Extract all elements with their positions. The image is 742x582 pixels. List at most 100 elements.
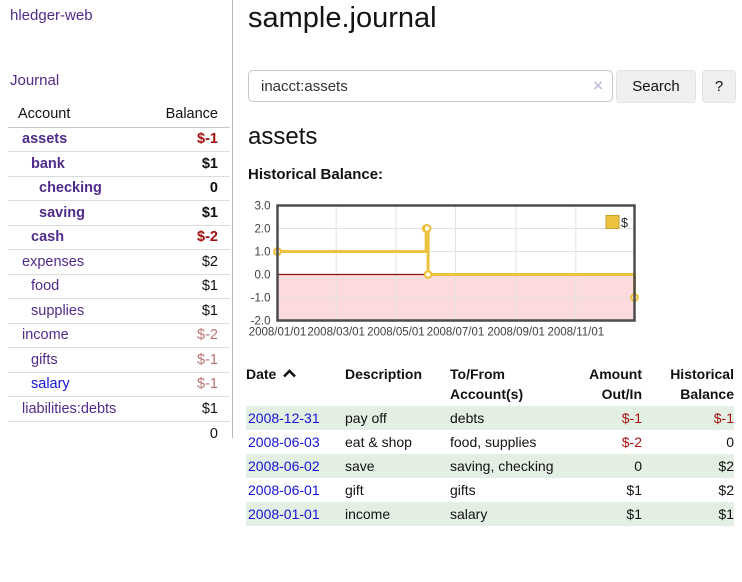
account-row-salary: salary $-1 bbox=[8, 372, 230, 397]
transaction-date-link[interactable]: 2008-06-01 bbox=[248, 482, 320, 498]
transaction-accounts: debts bbox=[450, 410, 485, 426]
account-link-gifts[interactable]: gifts bbox=[31, 351, 58, 368]
y-axis-tick-label: -2.0 bbox=[251, 316, 271, 328]
account-row-bank: bank $1 bbox=[8, 151, 230, 177]
accounts-column-balance: Balance bbox=[147, 101, 230, 128]
x-axis-tick-label: 2008/01/01 bbox=[249, 327, 307, 339]
accounts-table: Account Balance assets $-1 bank $1 check… bbox=[8, 101, 230, 446]
account-row-gifts: gifts $-1 bbox=[8, 347, 230, 373]
page-title: sample.journal bbox=[248, 2, 437, 34]
account-link-checking[interactable]: checking bbox=[39, 180, 102, 197]
transaction-amount: $-2 bbox=[621, 434, 642, 450]
transaction-balance: $2 bbox=[718, 458, 734, 474]
x-axis-tick-label: 2008/05/01 bbox=[367, 327, 425, 339]
register-row: 2008-06-02 save saving, checking 0 $2 bbox=[246, 454, 734, 478]
transaction-description: eat & shop bbox=[345, 434, 412, 450]
account-row-checking: checking 0 bbox=[8, 176, 230, 201]
account-link-bank[interactable]: bank bbox=[31, 155, 65, 172]
account-balance: $1 bbox=[147, 200, 230, 226]
account-row-expenses: expenses $2 bbox=[8, 249, 230, 275]
transaction-date-link[interactable]: 2008-01-01 bbox=[248, 506, 320, 522]
transaction-amount: $1 bbox=[626, 482, 642, 498]
account-balance: $-1 bbox=[147, 347, 230, 373]
register-column-balance: Historical Balance bbox=[670, 366, 734, 402]
account-link-saving[interactable]: saving bbox=[39, 204, 85, 221]
transaction-description: save bbox=[345, 458, 375, 474]
account-balance: $-2 bbox=[147, 323, 230, 348]
transaction-balance: $2 bbox=[718, 482, 734, 498]
y-axis-tick-label: -1.0 bbox=[251, 293, 271, 305]
account-row-food: food $1 bbox=[8, 274, 230, 299]
transaction-description: gift bbox=[345, 482, 364, 498]
register-row: 2008-01-01 income salary $1 $1 bbox=[246, 502, 734, 526]
account-row-liabilities-debts: liabilities:debts $1 bbox=[8, 396, 230, 422]
y-axis-tick-label: 3.0 bbox=[255, 201, 271, 213]
main-content: sample.journal × Search ? assets Histori… bbox=[246, 0, 742, 582]
account-balance: $-1 bbox=[147, 127, 230, 152]
account-balance: $-1 bbox=[147, 372, 230, 397]
account-balance: $1 bbox=[147, 274, 230, 299]
account-row-cash: cash $-2 bbox=[8, 225, 230, 250]
account-balance: 0 bbox=[147, 176, 230, 201]
help-button[interactable]: ? bbox=[702, 70, 736, 103]
register-row: 2008-06-01 gift gifts $1 $2 bbox=[246, 478, 734, 502]
account-link-supplies[interactable]: supplies bbox=[31, 302, 85, 319]
transaction-amount: 0 bbox=[634, 458, 642, 474]
register-column-description: Description bbox=[345, 366, 423, 382]
search-input[interactable] bbox=[248, 70, 613, 102]
transaction-balance: $1 bbox=[718, 506, 734, 522]
y-axis-tick-label: 1.0 bbox=[255, 247, 271, 259]
transaction-date-link[interactable]: 2008-12-31 bbox=[248, 410, 320, 426]
x-axis-tick-label: 2008/07/01 bbox=[427, 327, 485, 339]
register-header-row: Date Description To/From Account(s) Amou… bbox=[246, 360, 734, 406]
transaction-date-link[interactable]: 2008-06-03 bbox=[248, 434, 320, 450]
transaction-balance: $-1 bbox=[713, 410, 734, 426]
account-row-saving: saving $1 bbox=[8, 200, 230, 226]
chart-data-point bbox=[422, 224, 432, 233]
chart-border bbox=[276, 204, 636, 322]
x-axis-tick-label: 2008/11/01 bbox=[547, 327, 604, 339]
transaction-date-link[interactable]: 2008-06-02 bbox=[248, 458, 320, 474]
clear-search-icon[interactable]: × bbox=[593, 76, 603, 95]
account-row-income: income $-2 bbox=[8, 323, 230, 348]
account-link-salary[interactable]: salary bbox=[31, 376, 70, 393]
register-column-amount: Amount Out/In bbox=[589, 366, 642, 402]
transaction-description: income bbox=[345, 506, 391, 522]
account-row-supplies: supplies $1 bbox=[8, 298, 230, 324]
transaction-amount: $-1 bbox=[621, 410, 642, 426]
account-balance: $-2 bbox=[147, 225, 230, 250]
app-brand-link[interactable]: hledger-web bbox=[10, 7, 93, 24]
transaction-accounts: gifts bbox=[450, 482, 476, 498]
sidebar-item-journal[interactable]: Journal bbox=[10, 72, 60, 89]
account-link-assets[interactable]: assets bbox=[22, 131, 68, 148]
x-axis-tick-label: 2008/09/01 bbox=[487, 327, 545, 339]
chart-legend-swatch bbox=[605, 215, 620, 229]
transaction-accounts: salary bbox=[450, 506, 488, 522]
register-column-date[interactable]: Date bbox=[246, 360, 345, 406]
chart-legend-label: $ bbox=[621, 216, 628, 230]
account-link-food[interactable]: food bbox=[31, 278, 60, 295]
account-link-income[interactable]: income bbox=[22, 327, 69, 344]
account-row-assets: assets $-1 bbox=[8, 127, 230, 152]
x-axis-tick-label: 2008/03/01 bbox=[307, 327, 365, 339]
account-balance: $1 bbox=[147, 298, 230, 324]
transaction-balance: 0 bbox=[726, 434, 734, 450]
chart-data-point bbox=[423, 270, 433, 279]
account-link-expenses[interactable]: expenses bbox=[22, 253, 85, 270]
transaction-accounts: saving, checking bbox=[450, 458, 554, 474]
y-axis-tick-label: 0.0 bbox=[255, 270, 271, 282]
register-column-accounts: To/From Account(s) bbox=[450, 366, 524, 402]
account-balance: $1 bbox=[147, 396, 230, 422]
account-page-title: assets bbox=[248, 123, 318, 150]
account-balance: $1 bbox=[147, 151, 230, 177]
sidebar: hledger-web Journal Account Balance asse… bbox=[0, 0, 233, 446]
y-axis-tick-label: 2.0 bbox=[255, 224, 271, 236]
account-link-liabilities-debts[interactable]: liabilities:debts bbox=[22, 400, 117, 417]
account-link-cash[interactable]: cash bbox=[31, 229, 65, 246]
search-box: × bbox=[248, 70, 613, 102]
search-button[interactable]: Search bbox=[616, 70, 696, 103]
sort-ascending-icon bbox=[283, 369, 297, 378]
transaction-description: pay off bbox=[345, 410, 387, 426]
transaction-amount: $1 bbox=[626, 506, 642, 522]
